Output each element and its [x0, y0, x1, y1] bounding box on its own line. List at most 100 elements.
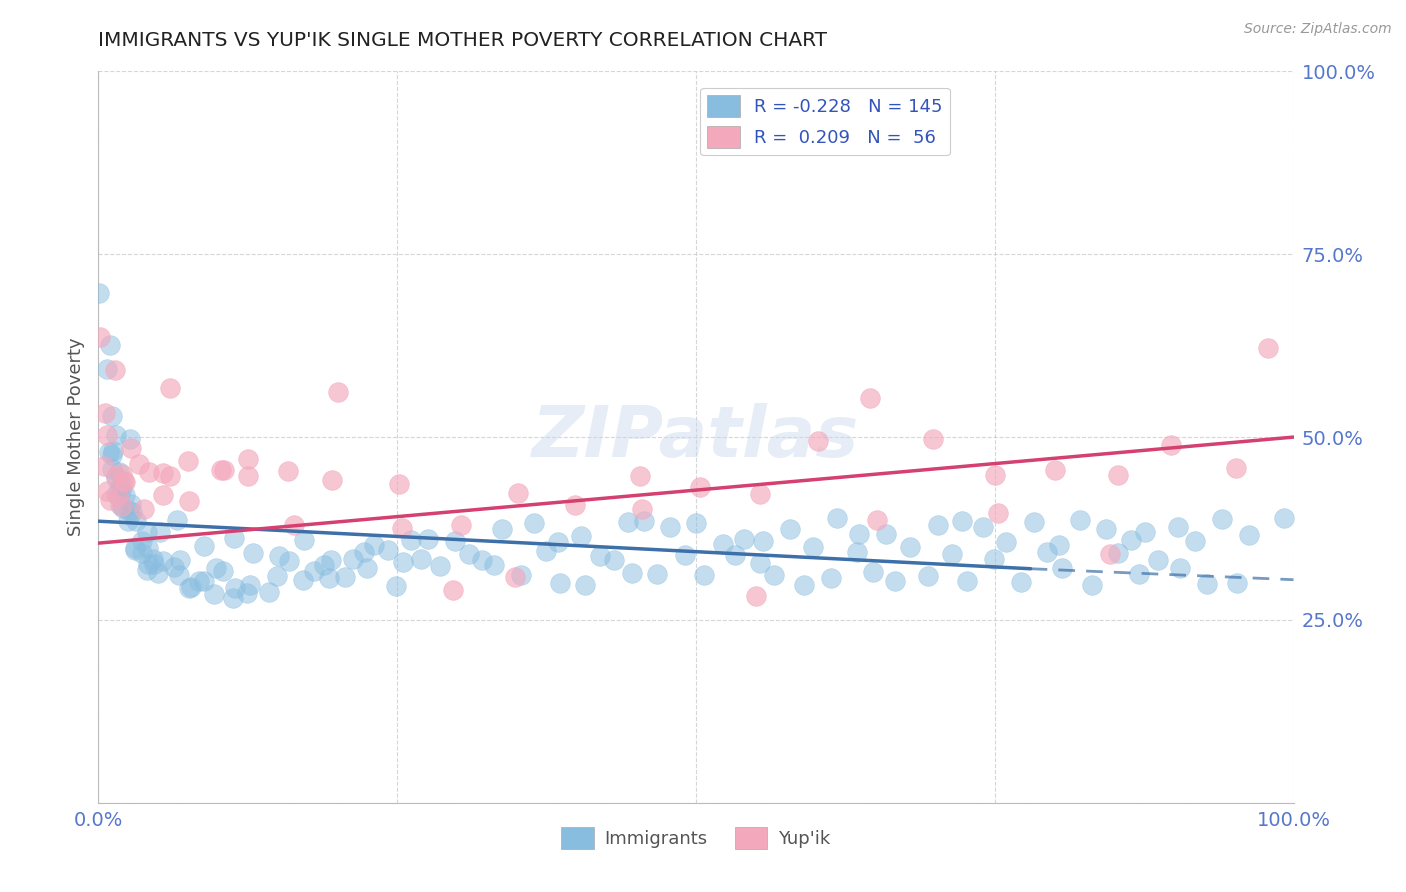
- Point: [146, 566, 169, 580]
- Point: [749, 487, 772, 501]
- Text: ZIPatlas: ZIPatlas: [533, 402, 859, 472]
- Point: [321, 552, 343, 566]
- Point: [793, 578, 815, 592]
- Point: [1211, 512, 1233, 526]
- Point: [177, 454, 200, 468]
- Point: [105, 487, 128, 501]
- Point: [803, 540, 825, 554]
- Point: [503, 570, 526, 584]
- Point: [401, 533, 423, 548]
- Point: [1035, 545, 1057, 559]
- Point: [108, 480, 131, 494]
- Point: [509, 567, 531, 582]
- Point: [267, 549, 290, 563]
- Point: [1160, 438, 1182, 452]
- Point: [443, 534, 465, 549]
- Point: [848, 526, 870, 541]
- Point: [1170, 561, 1192, 575]
- Point: [108, 498, 131, 512]
- Point: [603, 553, 626, 567]
- Point: [333, 570, 356, 584]
- Point: [193, 574, 215, 588]
- Point: [689, 479, 711, 493]
- Point: [450, 517, 472, 532]
- Point: [1239, 528, 1261, 542]
- Point: [921, 432, 943, 446]
- Point: [574, 578, 596, 592]
- Point: [292, 574, 315, 588]
- Point: [956, 574, 979, 588]
- Point: [391, 521, 413, 535]
- Point: [884, 574, 907, 589]
- Point: [169, 568, 191, 582]
- Point: [749, 557, 772, 571]
- Point: [118, 504, 141, 518]
- Point: [107, 489, 129, 503]
- Point: [89, 285, 111, 300]
- Point: [547, 535, 569, 549]
- Text: IMMIGRANTS VS YUP'IK SINGLE MOTHER POVERTY CORRELATION CHART: IMMIGRANTS VS YUP'IK SINGLE MOTHER POVER…: [98, 31, 827, 50]
- Point: [180, 580, 202, 594]
- Point: [630, 502, 652, 516]
- Point: [93, 458, 115, 473]
- Point: [105, 468, 128, 483]
- Point: [523, 516, 546, 530]
- Point: [101, 448, 124, 462]
- Point: [506, 486, 529, 500]
- Point: [617, 515, 640, 529]
- Point: [658, 520, 681, 534]
- Y-axis label: Single Mother Poverty: Single Mother Poverty: [66, 338, 84, 536]
- Point: [1010, 575, 1032, 590]
- Point: [177, 582, 200, 596]
- Point: [807, 434, 830, 448]
- Point: [277, 465, 299, 479]
- Text: Source: ZipAtlas.com: Source: ZipAtlas.com: [1244, 22, 1392, 37]
- Point: [209, 463, 232, 477]
- Point: [101, 462, 124, 476]
- Point: [1272, 511, 1295, 525]
- Point: [120, 442, 142, 456]
- Point: [733, 532, 755, 546]
- Point: [377, 543, 399, 558]
- Point: [429, 559, 451, 574]
- Point: [471, 552, 494, 566]
- Point: [1043, 463, 1066, 477]
- Point: [283, 517, 305, 532]
- Point: [235, 586, 257, 600]
- Point: [409, 552, 432, 566]
- Point: [132, 501, 155, 516]
- Point: [114, 475, 136, 489]
- Point: [222, 531, 245, 545]
- Point: [193, 540, 215, 554]
- Point: [763, 568, 786, 582]
- Point: [875, 527, 897, 541]
- Point: [779, 522, 801, 536]
- Point: [941, 547, 963, 561]
- Point: [124, 541, 146, 555]
- Point: [163, 560, 186, 574]
- Point: [342, 552, 364, 566]
- Point: [825, 510, 848, 524]
- Point: [98, 493, 121, 508]
- Point: [212, 565, 235, 579]
- Point: [1147, 553, 1170, 567]
- Point: [212, 463, 235, 477]
- Point: [356, 560, 378, 574]
- Point: [724, 548, 747, 562]
- Point: [1098, 547, 1121, 561]
- Point: [866, 513, 889, 527]
- Point: [96, 428, 118, 442]
- Point: [952, 514, 974, 528]
- Point: [239, 578, 262, 592]
- Point: [111, 499, 134, 513]
- Point: [96, 483, 118, 498]
- Point: [188, 574, 211, 589]
- Point: [117, 514, 139, 528]
- Point: [983, 551, 1005, 566]
- Point: [458, 547, 481, 561]
- Point: [564, 498, 586, 512]
- Point: [142, 552, 165, 566]
- Point: [363, 538, 385, 552]
- Point: [104, 470, 127, 484]
- Point: [1022, 515, 1045, 529]
